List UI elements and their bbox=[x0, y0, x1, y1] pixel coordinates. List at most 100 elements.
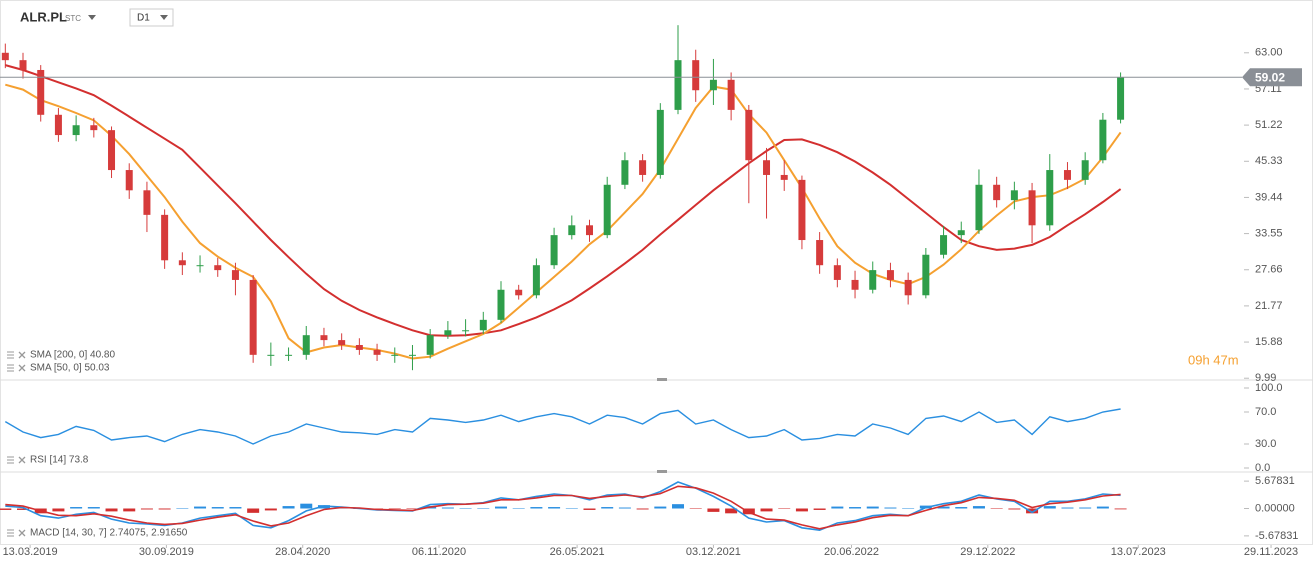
candle-body bbox=[462, 330, 470, 332]
legend-close[interactable] bbox=[18, 456, 26, 464]
histogram-bar bbox=[1026, 508, 1039, 514]
market: STC bbox=[65, 14, 81, 23]
histogram-bar bbox=[884, 507, 897, 509]
histogram-bar bbox=[831, 506, 844, 509]
histogram-bar bbox=[229, 507, 242, 509]
candle-body bbox=[1099, 119, 1107, 161]
histogram-bar bbox=[52, 508, 65, 512]
candle-body bbox=[249, 279, 257, 355]
candle-body bbox=[727, 79, 735, 110]
candle-body bbox=[37, 69, 45, 115]
histogram-bar bbox=[264, 508, 277, 511]
candle-body bbox=[904, 279, 912, 296]
histogram-bar bbox=[990, 508, 1003, 509]
candle-body bbox=[444, 330, 452, 336]
y-tick-label: 27.66 bbox=[1255, 264, 1283, 276]
x-tick-label: 28.04.2020 bbox=[275, 546, 330, 558]
y-tick-label: -5.67831 bbox=[1255, 530, 1298, 542]
interval-box[interactable] bbox=[129, 8, 174, 27]
legend-entry: MACD [14, 30, 7] 2.74075, 2.91650 bbox=[30, 528, 188, 539]
candle-body bbox=[72, 125, 80, 136]
series-line bbox=[5, 64, 1122, 337]
candle-body bbox=[763, 160, 771, 175]
histogram-bar bbox=[1061, 507, 1074, 509]
candle-body bbox=[851, 279, 859, 290]
candle-body bbox=[798, 179, 806, 241]
histogram-bar bbox=[1079, 507, 1092, 509]
x-tick-label: 13.07.2023 bbox=[1111, 546, 1166, 558]
histogram-bar bbox=[778, 508, 791, 509]
legend-close[interactable] bbox=[18, 364, 26, 372]
candle-body bbox=[515, 289, 523, 296]
candle-body bbox=[886, 270, 894, 280]
histogram-bar bbox=[105, 508, 118, 512]
candle-body bbox=[54, 114, 62, 136]
y-tick-label: 63.00 bbox=[1255, 47, 1283, 59]
candle-body bbox=[214, 265, 222, 271]
last-price-tag bbox=[1242, 68, 1302, 87]
candle-body bbox=[143, 190, 151, 215]
candle-body bbox=[1046, 170, 1054, 226]
interval-dropdown[interactable] bbox=[160, 15, 168, 20]
candle-body bbox=[338, 340, 346, 346]
candle-body bbox=[816, 240, 824, 266]
y-tick-label: 5.67831 bbox=[1255, 475, 1295, 487]
histogram-bar bbox=[140, 508, 153, 510]
candle-body bbox=[833, 265, 841, 280]
candle-body bbox=[161, 214, 169, 261]
candle-body bbox=[125, 170, 133, 191]
series-line bbox=[5, 485, 1121, 530]
candle-body bbox=[479, 319, 487, 331]
histogram-bar bbox=[0, 508, 12, 510]
y-tick-label: 39.44 bbox=[1255, 191, 1283, 203]
histogram-bar bbox=[247, 508, 260, 513]
histogram-bar bbox=[123, 508, 136, 512]
candle-body bbox=[19, 60, 27, 70]
candle-body bbox=[993, 184, 1001, 201]
histogram-bar bbox=[849, 507, 862, 509]
histogram-bar bbox=[211, 507, 224, 509]
histogram-bar bbox=[406, 508, 419, 509]
candle-body bbox=[1010, 190, 1018, 201]
candle-body bbox=[586, 225, 593, 236]
x-tick-label: 29.12.2022 bbox=[960, 546, 1015, 558]
histogram-bar bbox=[17, 508, 30, 510]
pane-handle[interactable] bbox=[657, 378, 667, 381]
histogram-bar bbox=[70, 507, 83, 509]
pane-handle[interactable] bbox=[657, 470, 667, 473]
candle-body bbox=[196, 265, 204, 267]
histogram-bar bbox=[300, 503, 313, 509]
histogram-bar bbox=[441, 507, 454, 509]
legend-close[interactable] bbox=[18, 351, 26, 359]
frame bbox=[0, 0, 1313, 545]
y-tick-label: 33.55 bbox=[1255, 227, 1283, 239]
histogram-bar bbox=[672, 504, 685, 509]
histogram-bar bbox=[972, 506, 985, 509]
symbol-dropdown[interactable] bbox=[88, 15, 96, 20]
candle-body bbox=[1081, 160, 1089, 180]
candle-body bbox=[550, 235, 558, 266]
histogram-bar bbox=[707, 508, 720, 512]
candle-body bbox=[922, 254, 930, 296]
histogram-bar bbox=[654, 506, 667, 509]
candle-body bbox=[1117, 77, 1125, 120]
y-tick-label: 0.00000 bbox=[1255, 502, 1295, 514]
histogram-bar bbox=[1043, 506, 1056, 509]
candle-body bbox=[1063, 170, 1071, 180]
x-tick-label: 20.06.2022 bbox=[824, 546, 879, 558]
legend-close[interactable] bbox=[18, 529, 26, 537]
histogram-bar bbox=[548, 507, 561, 509]
legend-entry: SMA [200, 0] 40.80 bbox=[30, 350, 115, 361]
symbol[interactable]: ALR.PL bbox=[20, 9, 67, 24]
candle-body bbox=[267, 354, 275, 356]
candle-body bbox=[320, 335, 328, 341]
interval[interactable]: D1 bbox=[137, 13, 150, 24]
y-tick-label: 15.88 bbox=[1255, 336, 1283, 348]
histogram-bar bbox=[282, 506, 295, 509]
histogram-bar bbox=[813, 508, 826, 510]
histogram-bar bbox=[388, 508, 401, 509]
y-tick-label: 0.0 bbox=[1255, 462, 1270, 474]
histogram-bar bbox=[494, 506, 507, 509]
y-tick-label: 70.0 bbox=[1255, 406, 1276, 418]
